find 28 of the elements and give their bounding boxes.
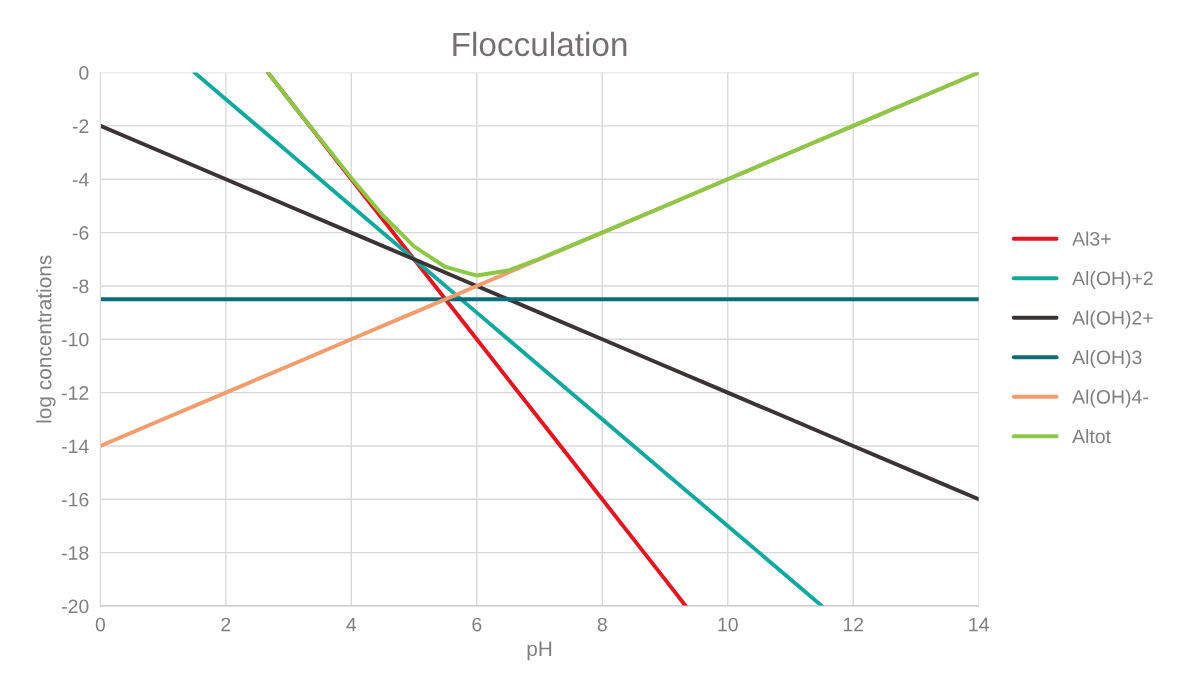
y-tick-label: -16 <box>62 492 89 507</box>
x-tick-label: 6 <box>472 617 482 632</box>
x-tick-label: 4 <box>346 617 357 632</box>
legend-label: Al(OH)3 <box>1072 349 1142 369</box>
y-tick-label: -10 <box>62 332 89 347</box>
y-axis-title: log concentrations <box>36 255 56 423</box>
y-tick-label: -6 <box>72 226 89 240</box>
y-tick-label: -8 <box>72 279 89 294</box>
chart-title: Flocculation <box>453 31 627 57</box>
x-tick-label: 14 <box>969 617 989 632</box>
y-tick-label: -12 <box>62 386 89 400</box>
y-tick-label: -18 <box>62 546 89 560</box>
y-tick-label: -2 <box>72 119 89 133</box>
y-tick-label: -14 <box>62 439 89 454</box>
legend-label: Altot <box>1072 429 1111 444</box>
x-tick-label: 10 <box>718 617 738 632</box>
y-tick-label: -20 <box>62 599 89 614</box>
y-tick-label: 0 <box>79 66 89 80</box>
x-tick-label: 2 <box>221 617 231 632</box>
x-tick-label: 12 <box>843 617 864 632</box>
y-tick-label: -4 <box>72 172 89 187</box>
x-axis-title: pH <box>527 641 552 661</box>
x-tick-label: 8 <box>597 617 607 632</box>
legend-label: Al(OH)4- <box>1072 389 1148 408</box>
legend-label: Al(OH)2+ <box>1072 310 1153 329</box>
x-tick-label: 0 <box>95 617 106 632</box>
legend-label: Al(OH)+2 <box>1072 270 1153 290</box>
legend-label: Al3+ <box>1072 231 1111 246</box>
